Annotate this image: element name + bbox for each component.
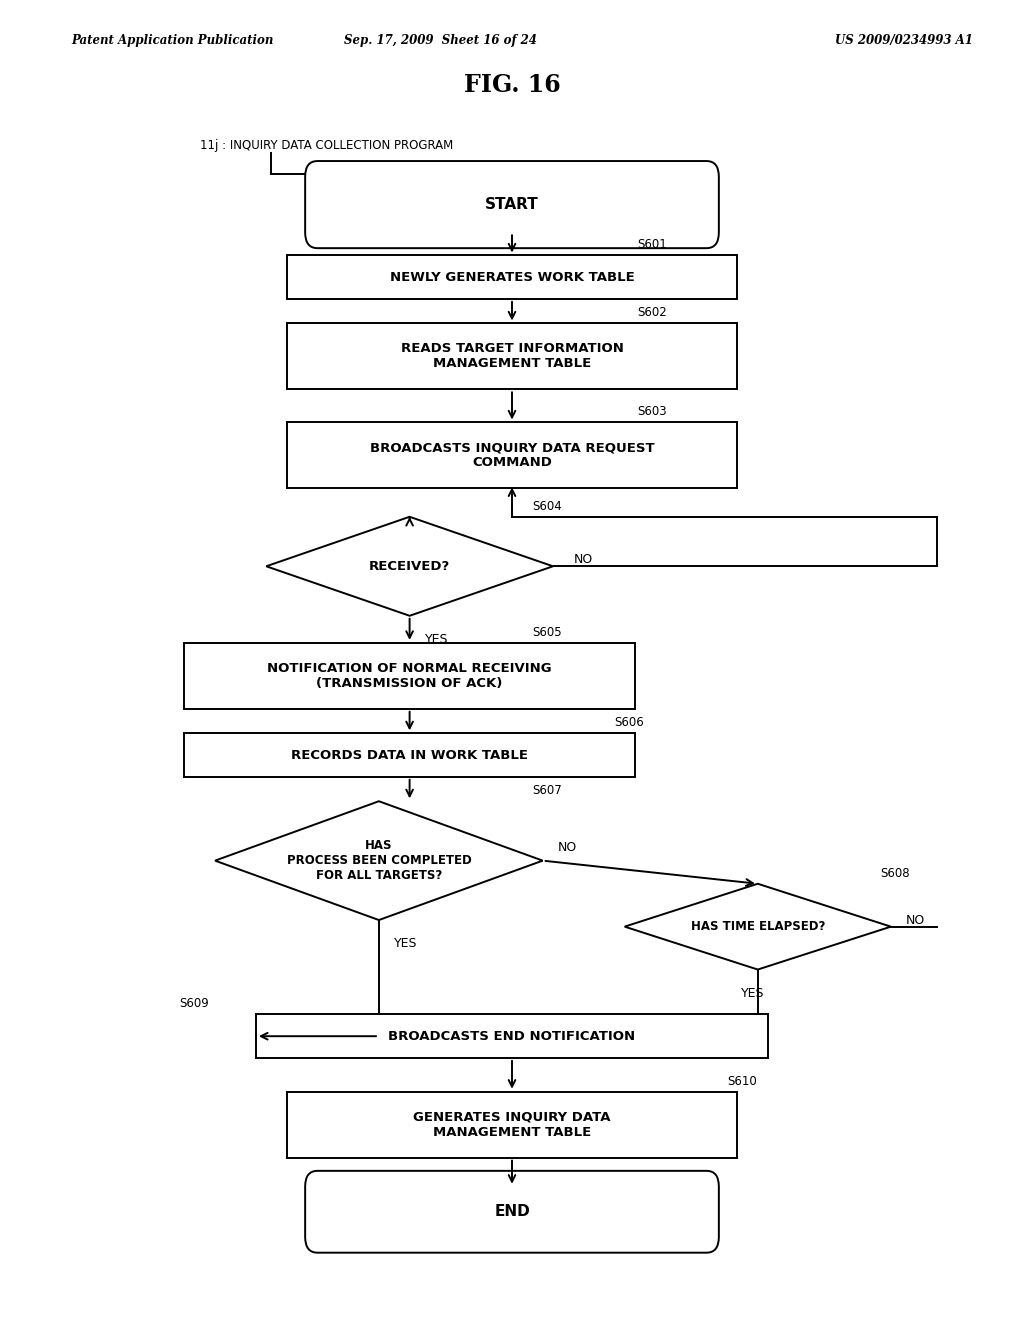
Text: S602: S602 [637, 306, 667, 319]
Text: NO: NO [573, 553, 593, 566]
Text: NO: NO [906, 913, 926, 927]
Bar [287, 255, 737, 298]
Text: S607: S607 [532, 784, 562, 797]
Text: YES: YES [394, 937, 418, 950]
Text: S609: S609 [179, 998, 209, 1010]
Text: US 2009/0234993 A1: US 2009/0234993 A1 [835, 34, 973, 48]
Text: FIG. 16: FIG. 16 [464, 73, 560, 96]
Bar [184, 734, 635, 776]
Text: 11j : INQUIRY DATA COLLECTION PROGRAM: 11j : INQUIRY DATA COLLECTION PROGRAM [200, 139, 453, 152]
Text: RECORDS DATA IN WORK TABLE: RECORDS DATA IN WORK TABLE [291, 748, 528, 762]
Bar [287, 422, 737, 488]
Text: NO: NO [558, 841, 578, 854]
FancyBboxPatch shape [305, 161, 719, 248]
Bar [184, 643, 635, 709]
Bar [287, 323, 737, 389]
Text: S608: S608 [881, 867, 910, 879]
Polygon shape [266, 517, 553, 615]
Text: NEWLY GENERATES WORK TABLE: NEWLY GENERATES WORK TABLE [389, 271, 635, 284]
FancyBboxPatch shape [305, 1171, 719, 1253]
Text: S610: S610 [727, 1074, 757, 1088]
Text: HAS
PROCESS BEEN COMPLETED
FOR ALL TARGETS?: HAS PROCESS BEEN COMPLETED FOR ALL TARGE… [287, 840, 471, 882]
Text: S603: S603 [637, 405, 667, 418]
Text: S604: S604 [532, 500, 562, 512]
Polygon shape [625, 884, 891, 969]
Text: BROADCASTS INQUIRY DATA REQUEST
COMMAND: BROADCASTS INQUIRY DATA REQUEST COMMAND [370, 441, 654, 470]
Text: YES: YES [741, 987, 764, 999]
Text: BROADCASTS END NOTIFICATION: BROADCASTS END NOTIFICATION [388, 1030, 636, 1043]
Polygon shape [215, 801, 543, 920]
Text: NOTIFICATION OF NORMAL RECEIVING
(TRANSMISSION OF ACK): NOTIFICATION OF NORMAL RECEIVING (TRANSM… [267, 661, 552, 690]
Text: READS TARGET INFORMATION
MANAGEMENT TABLE: READS TARGET INFORMATION MANAGEMENT TABL… [400, 342, 624, 371]
Text: Sep. 17, 2009  Sheet 16 of 24: Sep. 17, 2009 Sheet 16 of 24 [344, 34, 537, 48]
Text: S606: S606 [614, 717, 644, 729]
Text: Patent Application Publication: Patent Application Publication [72, 34, 274, 48]
Bar [256, 1014, 768, 1059]
Text: S601: S601 [637, 239, 667, 251]
Text: RECEIVED?: RECEIVED? [369, 560, 451, 573]
Bar [287, 1092, 737, 1158]
Text: HAS TIME ELAPSED?: HAS TIME ELAPSED? [690, 920, 825, 933]
Text: YES: YES [425, 634, 449, 645]
Text: S605: S605 [532, 626, 562, 639]
Text: END: END [495, 1204, 529, 1220]
Text: GENERATES INQUIRY DATA
MANAGEMENT TABLE: GENERATES INQUIRY DATA MANAGEMENT TABLE [414, 1110, 610, 1139]
Text: START: START [485, 197, 539, 213]
